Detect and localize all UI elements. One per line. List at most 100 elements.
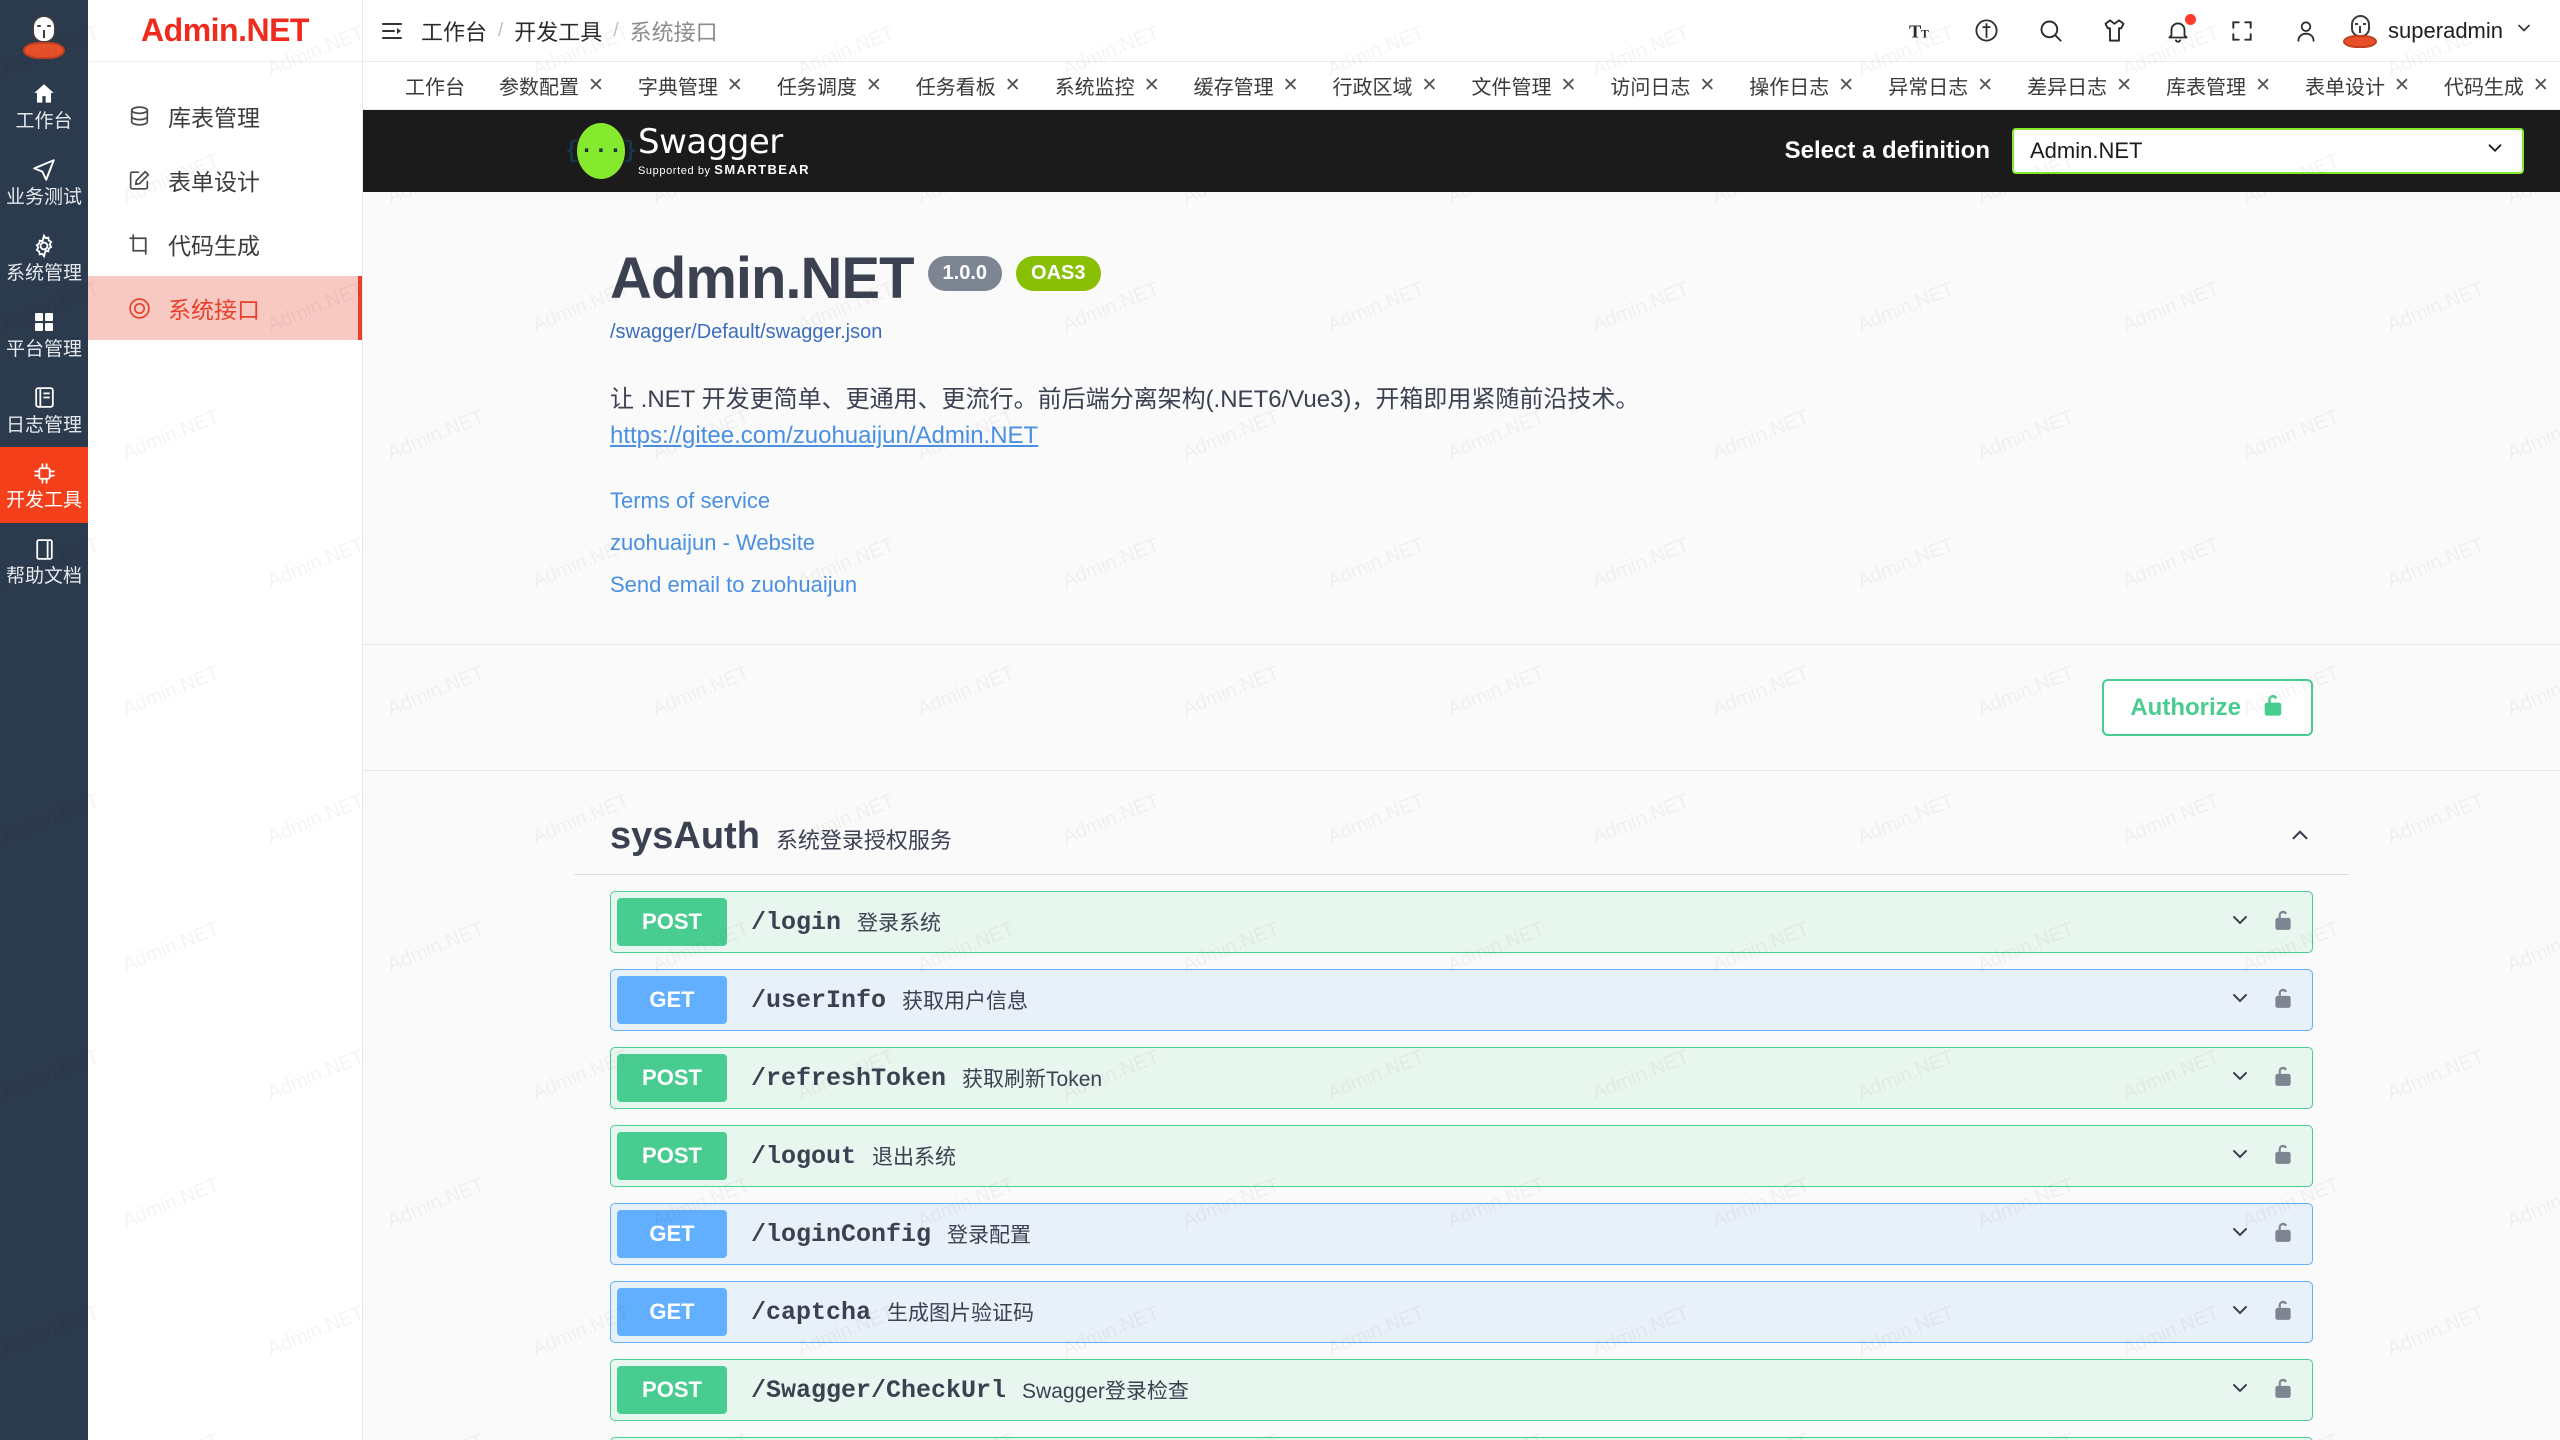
api-operation-row[interactable]: POST/login 登录系统 xyxy=(610,891,2313,953)
api-description-link[interactable]: https://gitee.com/zuohuaijun/Admin.NET xyxy=(610,422,1039,449)
tab-close-icon[interactable]: ✕ xyxy=(2255,75,2271,96)
api-operation-row[interactable]: GET/loginConfig 登录配置 xyxy=(610,1203,2313,1265)
avatar xyxy=(2343,14,2378,48)
authorize-label: Authorize xyxy=(2130,693,2241,721)
lock-icon[interactable] xyxy=(2272,1298,2294,1327)
tab-close-icon[interactable]: ✕ xyxy=(865,75,882,96)
tab-12[interactable]: 异常日志 ✕ xyxy=(1872,67,2009,105)
menu-fold-icon[interactable] xyxy=(363,0,421,62)
tab-16[interactable]: 代码生成 ✕ xyxy=(2428,67,2560,105)
chevron-down-icon[interactable] xyxy=(2228,986,2252,1015)
tab-close-icon[interactable]: ✕ xyxy=(1977,75,1994,96)
api-operation-row[interactable]: GET/captcha 生成图片验证码 xyxy=(610,1281,2313,1343)
fullscreen-icon[interactable] xyxy=(2227,16,2257,46)
tab-4[interactable]: 任务调度 ✕ xyxy=(761,67,898,105)
api-operation-row[interactable]: POST/logout 退出系统 xyxy=(610,1125,2313,1187)
api-link-3[interactable]: Send email to zuohuaijun xyxy=(610,572,858,597)
chevron-down-icon[interactable] xyxy=(2228,1064,2252,1093)
swagger-body: Admin.NET 1.0.0 OAS3 /swagger/Default/sw… xyxy=(363,192,2560,1440)
rail-item-3[interactable]: 系统管理 xyxy=(0,220,88,296)
swagger-mark-icon: {···} xyxy=(565,123,637,179)
rail-item-label: 业务测试 xyxy=(5,186,82,208)
tab-6[interactable]: 系统监控 ✕ xyxy=(1039,67,1176,105)
sidebar-item-2[interactable]: 表单设计 xyxy=(88,148,362,212)
unlock-icon xyxy=(2261,692,2285,723)
lock-icon[interactable] xyxy=(2272,1220,2294,1249)
rail-item-4[interactable]: 平台管理 xyxy=(0,296,88,372)
definition-value: Admin.NET xyxy=(2030,138,2143,163)
rail-item-7[interactable]: 帮助文档 xyxy=(0,523,88,599)
tab-14[interactable]: 库表管理 ✕ xyxy=(2150,67,2287,105)
tab-close-icon[interactable]: ✕ xyxy=(1560,75,1577,96)
tab-8[interactable]: 行政区域 ✕ xyxy=(1317,67,1454,105)
tab-7[interactable]: 缓存管理 ✕ xyxy=(1178,67,1315,105)
tab-label: 访问日志 xyxy=(1610,77,1691,99)
lock-icon[interactable] xyxy=(2272,986,2294,1015)
chevron-down-icon[interactable] xyxy=(2514,18,2534,43)
chevron-up-icon[interactable] xyxy=(2287,822,2313,853)
tab-close-icon[interactable]: ✕ xyxy=(1838,75,1855,96)
rail-item-5[interactable]: 日志管理 xyxy=(0,372,88,448)
theme-shirt-icon[interactable] xyxy=(2099,16,2129,46)
authorize-button[interactable]: Authorize xyxy=(2102,679,2313,736)
rail-item-6[interactable]: 开发工具 xyxy=(0,447,88,524)
spec-url[interactable]: /swagger/Default/swagger.json xyxy=(610,321,883,343)
tab-close-icon[interactable]: ✕ xyxy=(2116,75,2133,96)
breadcrumb-item-2[interactable]: 开发工具 xyxy=(514,19,603,45)
api-path: /refreshToken xyxy=(751,1063,947,1093)
rail-item-2[interactable]: 业务测试 xyxy=(0,144,88,220)
tab-close-icon[interactable]: ✕ xyxy=(1421,75,1438,96)
sidebar-item-3[interactable]: 代码生成 xyxy=(88,212,362,276)
definition-select[interactable]: Admin.NET xyxy=(2012,128,2524,174)
api-operation-row[interactable]: POST/Swagger/CheckUrl Swagger登录检查 xyxy=(610,1359,2313,1421)
tab-close-icon[interactable]: ✕ xyxy=(588,75,604,96)
bell-icon[interactable] xyxy=(2163,13,2197,46)
tab-close-icon[interactable]: ✕ xyxy=(1282,75,1299,96)
tab-11[interactable]: 操作日志 ✕ xyxy=(1733,67,1870,105)
sidebar-item-1[interactable]: 库表管理 xyxy=(88,84,362,148)
chevron-down-icon[interactable] xyxy=(2228,1376,2252,1405)
tab-3[interactable]: 字典管理 ✕ xyxy=(622,67,759,105)
home-icon xyxy=(31,81,57,107)
font-size-icon[interactable]: T T xyxy=(1907,16,1937,46)
chevron-down-icon[interactable] xyxy=(2228,1220,2252,1249)
chevron-down-icon[interactable] xyxy=(2228,1298,2252,1327)
lock-icon[interactable] xyxy=(2272,908,2294,937)
api-operation-row[interactable]: GET/userInfo 获取用户信息 xyxy=(610,969,2313,1031)
tab-close-icon[interactable]: ✕ xyxy=(726,75,743,96)
tab-close-icon[interactable]: ✕ xyxy=(2393,75,2410,96)
lock-icon[interactable] xyxy=(2272,1142,2294,1171)
svg-text:T: T xyxy=(1921,26,1929,40)
breadcrumb-item-3: 系统接口 xyxy=(629,19,718,45)
tab-9[interactable]: 文件管理 ✕ xyxy=(1455,67,1592,105)
api-link-1[interactable]: Terms of service xyxy=(610,488,771,513)
search-icon[interactable] xyxy=(2035,16,2065,46)
tab-5[interactable]: 任务看板 ✕ xyxy=(900,67,1037,105)
tab-close-icon[interactable]: ✕ xyxy=(1699,75,1716,96)
tab-10[interactable]: 访问日志 ✕ xyxy=(1594,67,1731,105)
sidebar-item-4[interactable]: 系统接口 xyxy=(88,276,362,340)
lock-icon[interactable] xyxy=(2272,1376,2294,1405)
rail-item-label: 平台管理 xyxy=(5,338,82,360)
send-icon xyxy=(31,157,57,183)
api-link-2[interactable]: zuohuaijun - Website xyxy=(610,530,816,555)
rail-item-1[interactable]: 工作台 xyxy=(0,68,88,144)
lock-icon[interactable] xyxy=(2272,1064,2294,1093)
breadcrumb-item-1[interactable]: 工作台 xyxy=(421,19,488,45)
person-icon[interactable] xyxy=(2291,16,2321,46)
tab-15[interactable]: 表单设计 ✕ xyxy=(2289,67,2426,105)
chevron-down-icon[interactable] xyxy=(2228,1142,2252,1171)
tab-close-icon[interactable]: ✕ xyxy=(2532,75,2549,96)
tab-1[interactable]: 工作台 xyxy=(389,67,481,105)
tab-2[interactable]: 参数配置 ✕ xyxy=(483,67,620,105)
chevron-down-icon[interactable] xyxy=(2228,908,2252,937)
sidebar-menu: 库表管理 表单设计 代码生成 系统接口 xyxy=(88,62,362,340)
user-menu[interactable]: superadmin xyxy=(2343,14,2534,48)
tab-13[interactable]: 差异日志 ✕ xyxy=(2011,67,2148,105)
tab-label: 系统监控 xyxy=(1054,77,1135,99)
language-icon[interactable] xyxy=(1971,16,2001,46)
tab-close-icon[interactable]: ✕ xyxy=(1004,75,1021,96)
tab-close-icon[interactable]: ✕ xyxy=(1143,75,1160,96)
api-operation-row[interactable]: POST/refreshToken 获取刷新Token xyxy=(610,1047,2313,1109)
api-section-header[interactable]: sysAuth 系统登录授权服务 xyxy=(574,815,2349,875)
